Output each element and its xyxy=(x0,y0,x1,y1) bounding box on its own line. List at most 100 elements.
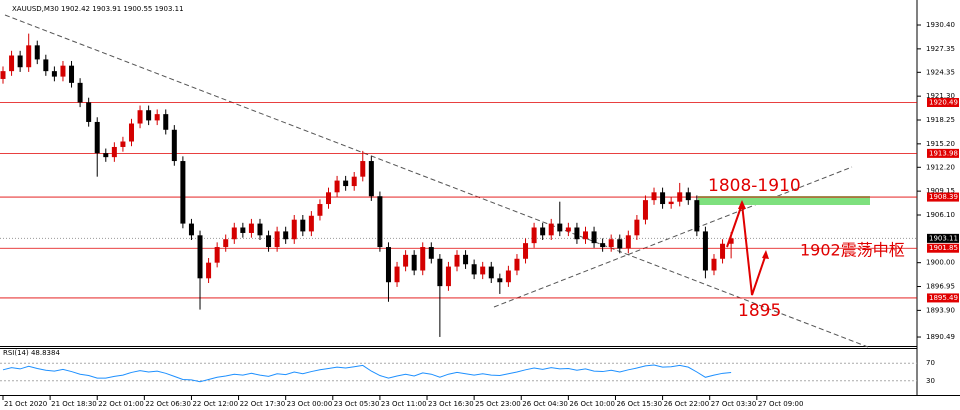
x-tick-label: 21 Oct 2020 xyxy=(4,400,47,408)
y-tick-label: 1900.00 xyxy=(926,259,955,267)
y-tick-label: 1912.20 xyxy=(926,163,955,171)
candle-body xyxy=(514,258,520,271)
candle-body xyxy=(197,235,203,279)
rsi-line xyxy=(2,364,732,383)
candle-body xyxy=(368,161,374,197)
x-tick-label: 26 Oct 22:00 xyxy=(664,400,710,408)
candle-body xyxy=(154,114,160,121)
candle-body xyxy=(77,82,83,103)
y-tick-label: 1927.35 xyxy=(926,45,955,53)
y-tick-label: 1921.30 xyxy=(926,92,955,100)
candle-body xyxy=(694,200,700,232)
x-tick-label: 23 Oct 11:00 xyxy=(381,400,427,408)
level-label-bg xyxy=(927,97,959,107)
candle-body xyxy=(9,55,15,72)
candle-body xyxy=(51,71,57,77)
candle-body xyxy=(300,219,306,232)
candle-body xyxy=(326,192,332,205)
level-label: 1920.49 xyxy=(929,98,958,106)
x-tick-label: 26 Oct 10:00 xyxy=(569,400,615,408)
level-label-bg xyxy=(927,192,959,202)
candle-body xyxy=(702,231,708,271)
candle-body xyxy=(488,266,494,279)
candle-body xyxy=(94,121,100,154)
forecast-arrow xyxy=(726,203,767,296)
candle-body xyxy=(60,65,66,77)
candle-body xyxy=(240,227,246,233)
candle-body xyxy=(171,129,177,162)
candle-body xyxy=(497,278,503,283)
candle-body xyxy=(266,235,272,248)
candle-body xyxy=(351,176,357,187)
x-tick-label: 23 Oct 05:30 xyxy=(334,400,380,408)
candle-body xyxy=(0,71,6,79)
level-label: 1913.98 xyxy=(929,149,958,157)
candle-body xyxy=(26,45,32,68)
candle-body xyxy=(69,65,75,83)
x-tick-label: 21 Oct 18:30 xyxy=(51,400,97,408)
candle-body xyxy=(360,161,366,177)
candle-body xyxy=(34,45,40,60)
candle-body xyxy=(720,243,726,259)
candle-body xyxy=(111,146,117,158)
candle-body xyxy=(574,227,580,240)
resistance-zone xyxy=(698,196,870,205)
candle-body xyxy=(274,231,280,248)
level-label: 1908.39 xyxy=(929,193,958,201)
y-tick-label: 1930.40 xyxy=(926,21,955,29)
candle-body xyxy=(257,223,263,236)
y-tick-label: 1924.35 xyxy=(926,68,955,76)
candle-body xyxy=(600,243,606,248)
candle-body xyxy=(523,243,529,259)
x-tick-label: 27 Oct 03:30 xyxy=(711,400,757,408)
candle-body xyxy=(214,247,220,263)
chart-title: XAUUSD,M30 1902.42 1903.91 1900.55 1903.… xyxy=(12,5,184,13)
level-label: 1901.85 xyxy=(929,244,958,252)
trend-line xyxy=(493,166,853,308)
level-label-bg xyxy=(927,148,959,158)
candle-body xyxy=(180,161,186,224)
candle-body xyxy=(403,254,409,267)
candle-body xyxy=(540,227,546,236)
x-tick-label: 23 Oct 16:30 xyxy=(428,400,474,408)
candle-body xyxy=(668,201,674,205)
current-price-bg xyxy=(927,233,959,243)
x-tick-label: 22 Oct 06:30 xyxy=(145,400,191,408)
candle-body xyxy=(582,231,588,240)
y-tick-label: 1909.15 xyxy=(926,187,955,195)
candle-body xyxy=(223,239,229,248)
x-tick-label: 22 Oct 12:00 xyxy=(192,400,238,408)
candle-body xyxy=(188,223,194,236)
candle-body xyxy=(454,254,460,267)
candle-body xyxy=(463,254,469,265)
y-tick-label: 1896.95 xyxy=(926,283,955,291)
candle-body xyxy=(163,114,169,130)
candle-body xyxy=(437,258,443,287)
annotation: 1895 xyxy=(738,301,781,321)
candle-body xyxy=(206,262,212,279)
candle-body xyxy=(642,200,648,220)
candle-body xyxy=(445,266,451,287)
candle-body xyxy=(711,258,717,271)
x-tick-label: 23 Oct 00:00 xyxy=(287,400,333,408)
candle-body xyxy=(334,180,340,193)
candle-body xyxy=(283,231,289,240)
x-tick-label: 25 Oct 23:00 xyxy=(475,400,521,408)
candle-body xyxy=(660,192,666,205)
y-tick-label: 1890.49 xyxy=(926,333,955,341)
candle-body xyxy=(120,141,126,147)
candle-body xyxy=(394,266,400,283)
x-tick-label: 26 Oct 04:30 xyxy=(522,400,568,408)
y-tick-label: 1893.90 xyxy=(926,306,955,314)
level-label: 1895.49 xyxy=(929,294,958,302)
candle-body xyxy=(608,239,614,248)
candle-body xyxy=(377,196,383,248)
trend-line xyxy=(4,14,869,348)
candle-body xyxy=(471,264,477,275)
annotation: 1902震荡中枢 xyxy=(800,241,905,260)
candle-body xyxy=(146,110,152,121)
candle-body xyxy=(343,180,349,187)
candle-body xyxy=(591,231,597,244)
candle-body xyxy=(617,239,623,249)
